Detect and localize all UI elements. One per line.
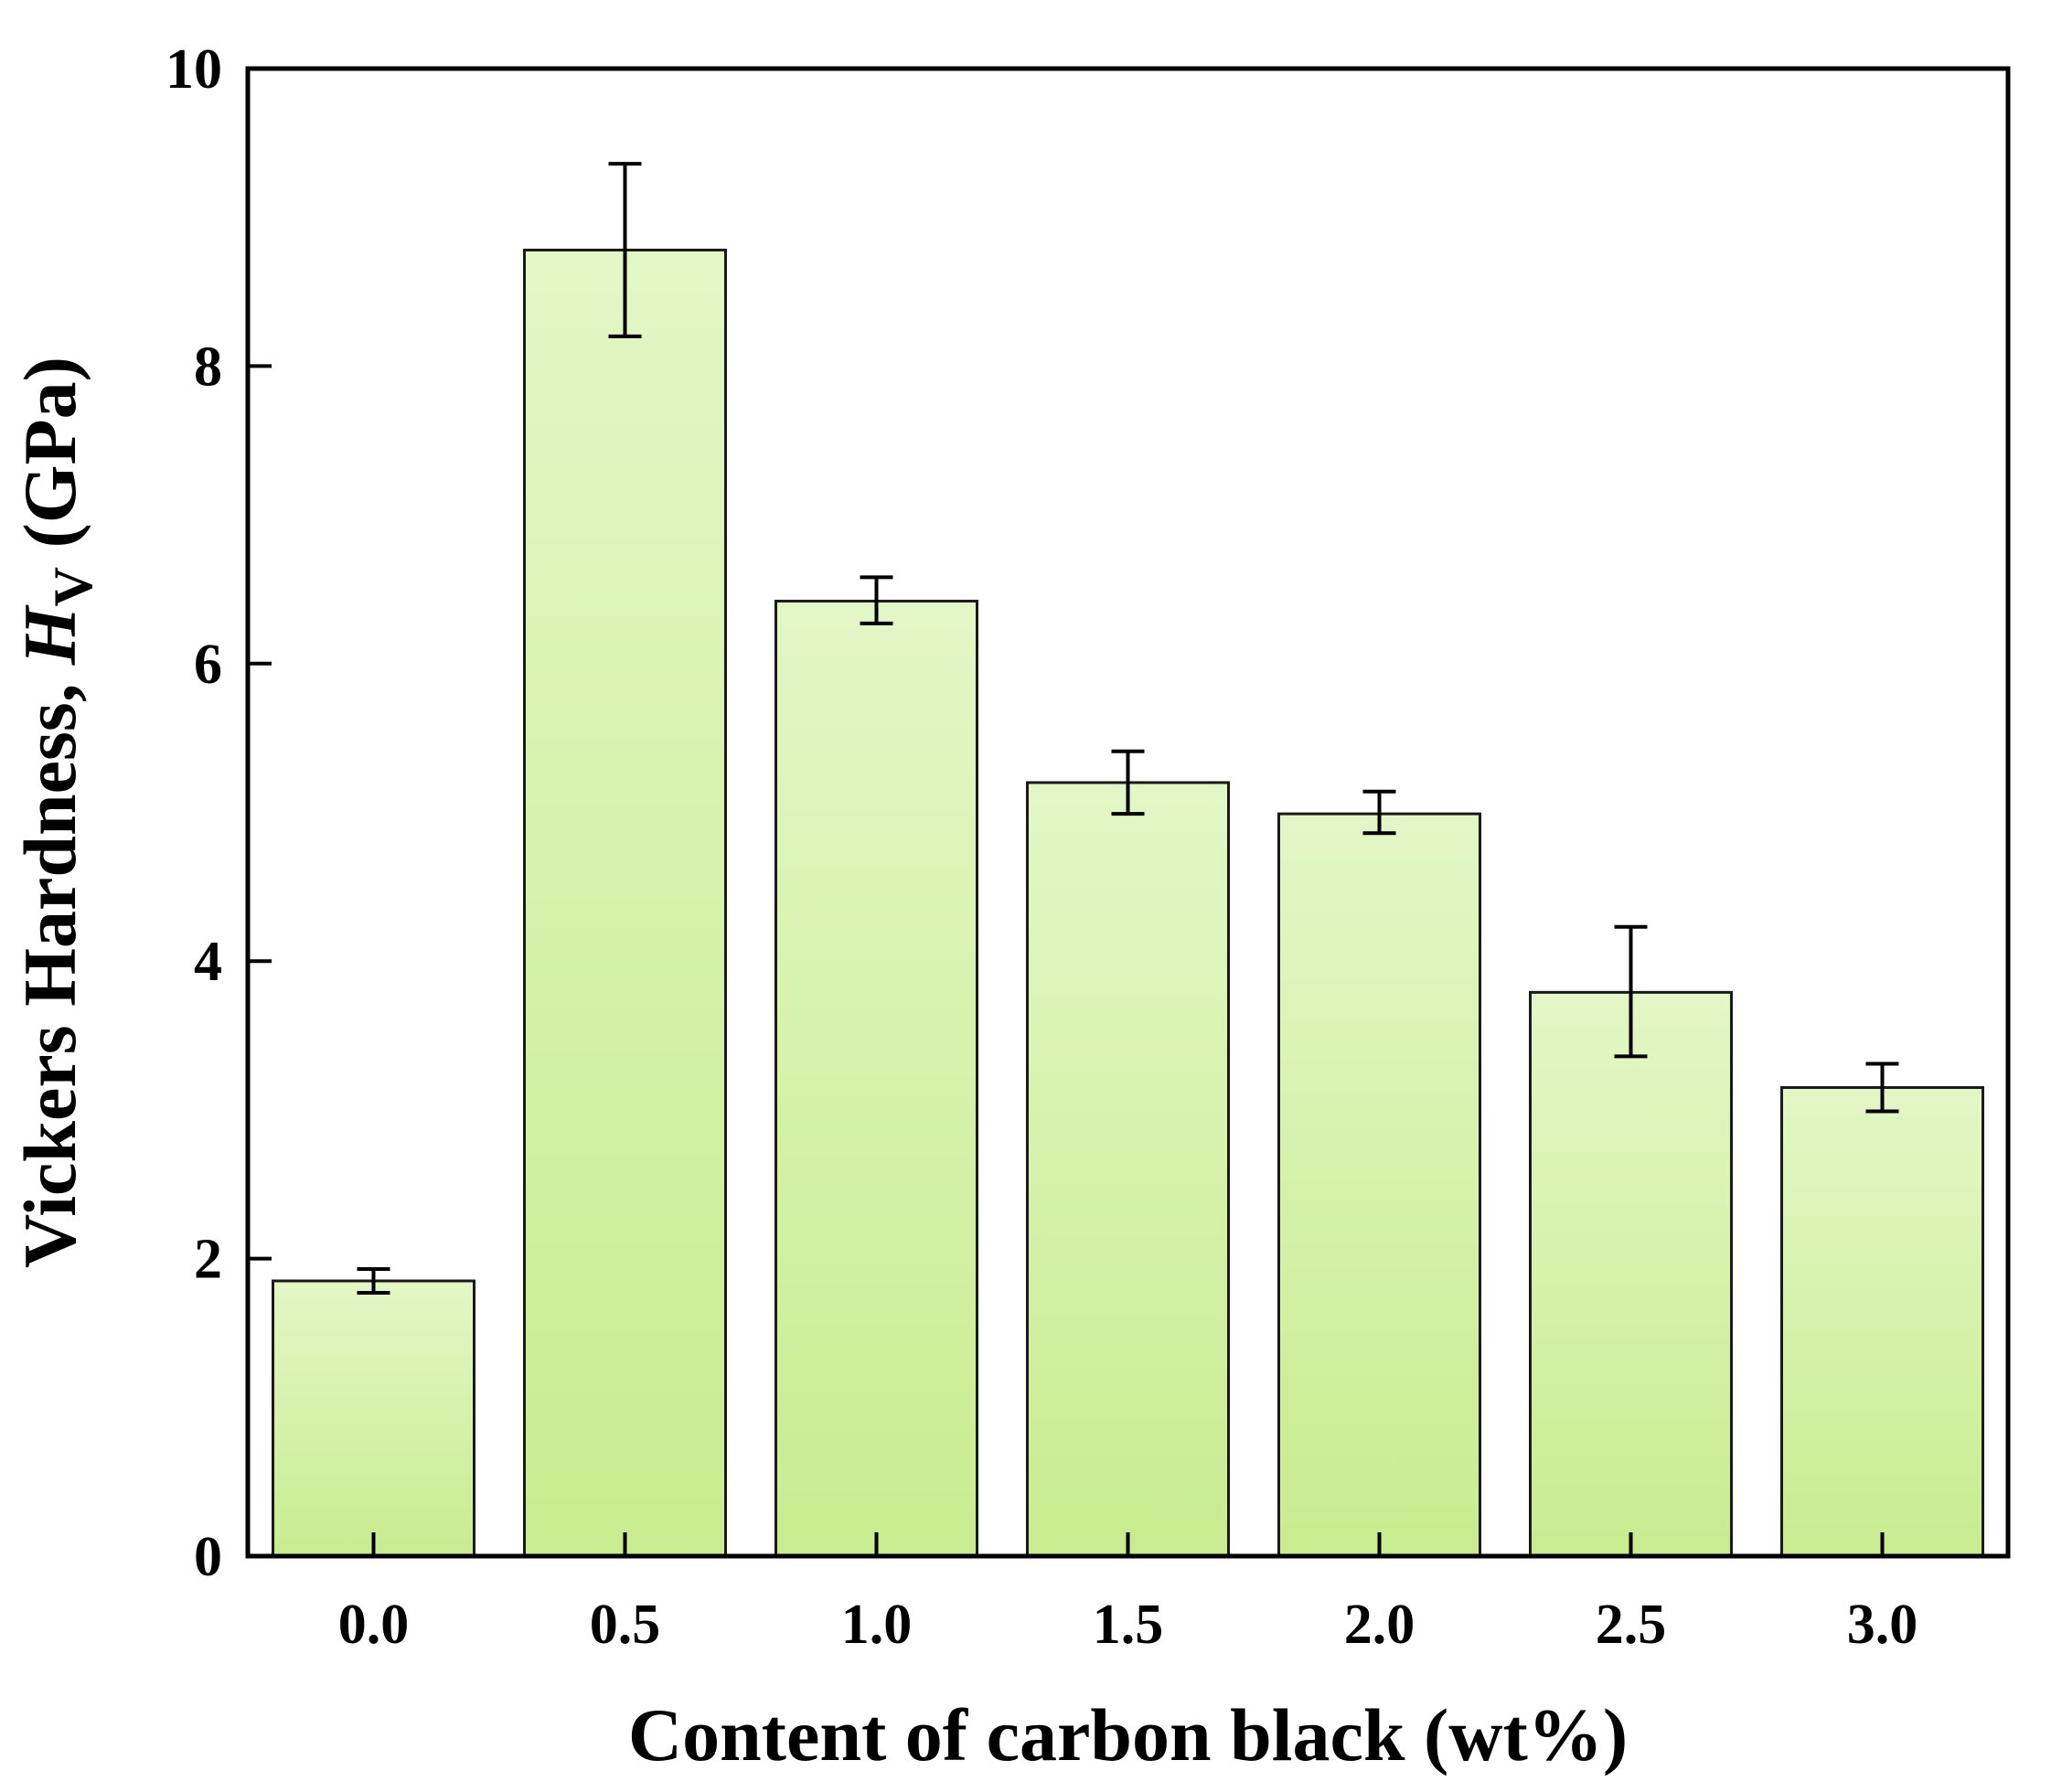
error-bars-layer bbox=[357, 162, 1899, 1296]
bar-0.0 bbox=[272, 1279, 475, 1558]
x-tick-label-0.5: 0.5 bbox=[590, 1594, 661, 1656]
y-axis-title-suffix: (GPa) bbox=[8, 357, 91, 567]
y-axis-title-symbol: H bbox=[8, 604, 91, 666]
y-tick-label-10: 10 bbox=[166, 38, 222, 101]
bars-layer bbox=[272, 248, 1984, 1558]
y-tick-label-0: 0 bbox=[194, 1526, 222, 1588]
y-axis-title: Vickers Hardness, HV (GPa) bbox=[8, 357, 103, 1268]
x-tick-label-1.5: 1.5 bbox=[1093, 1594, 1164, 1656]
bar-0.5 bbox=[523, 248, 727, 1558]
bar-3.0 bbox=[1780, 1085, 1984, 1558]
x-axis: 0.0 0.5 1.0 1.5 2.0 2.5 3.0 bbox=[338, 1532, 1918, 1656]
error-bar-0.0 bbox=[357, 1266, 390, 1296]
x-tick-label-2.0: 2.0 bbox=[1344, 1594, 1415, 1656]
y-tick-label-6: 6 bbox=[194, 634, 222, 696]
y-axis: 0 2 4 6 8 10 bbox=[166, 38, 272, 1588]
bar-2.0 bbox=[1277, 812, 1481, 1558]
x-tick-label-1.0: 1.0 bbox=[841, 1594, 913, 1656]
bar-2.5 bbox=[1529, 990, 1733, 1558]
bar-1.0 bbox=[774, 599, 978, 1558]
error-bar-1.5 bbox=[1111, 749, 1145, 816]
error-bar-2.5 bbox=[1614, 924, 1648, 1059]
x-tick-label-0.0: 0.0 bbox=[338, 1594, 410, 1656]
y-axis-title-prefix: Vickers Hardness, bbox=[8, 665, 91, 1268]
y-tick-label-4: 4 bbox=[194, 931, 222, 993]
y-axis-title-subscript: V bbox=[43, 567, 103, 606]
error-bar-2.0 bbox=[1362, 789, 1396, 836]
error-bar-1.0 bbox=[860, 575, 893, 625]
bar-1.5 bbox=[1026, 781, 1230, 1558]
error-bar-3.0 bbox=[1865, 1061, 1899, 1114]
y-tick-label-2: 2 bbox=[194, 1229, 222, 1291]
x-tick-label-3.0: 3.0 bbox=[1847, 1594, 1918, 1656]
x-tick-label-2.5: 2.5 bbox=[1596, 1594, 1667, 1656]
y-tick-label-8: 8 bbox=[194, 336, 222, 398]
error-bar-0.5 bbox=[608, 162, 642, 338]
x-axis-title: Content of carbon black (wt%) bbox=[628, 1693, 1628, 1776]
